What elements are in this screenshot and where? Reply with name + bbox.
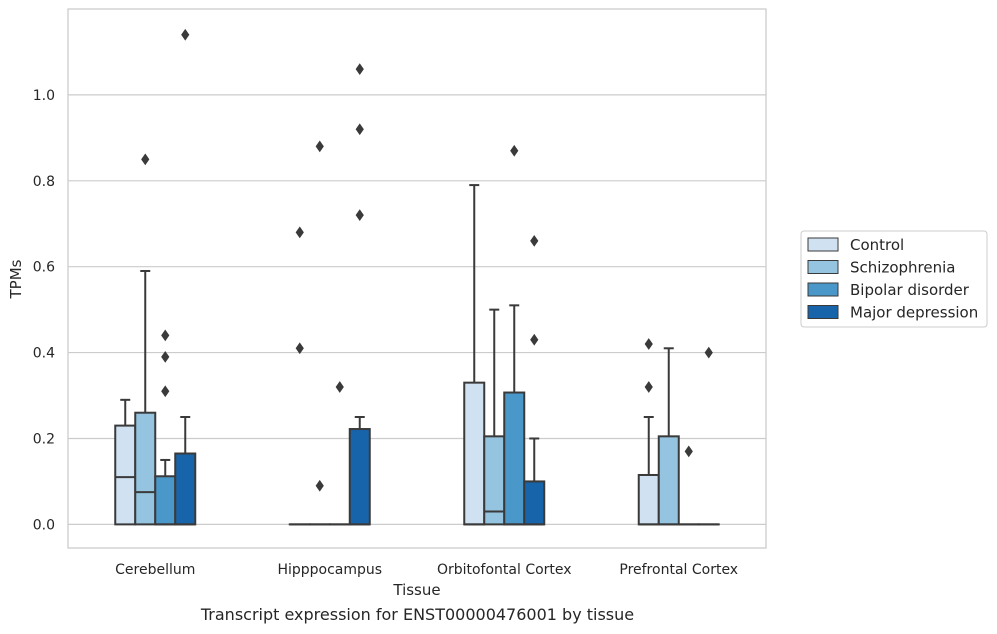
outlier-point bbox=[704, 346, 713, 359]
outlier-point bbox=[530, 235, 539, 247]
outlier-point bbox=[355, 209, 364, 222]
box-group bbox=[154, 329, 177, 526]
legend-label: Major depression bbox=[850, 304, 978, 322]
box-group bbox=[483, 308, 506, 526]
legend-swatch bbox=[807, 305, 839, 319]
box bbox=[463, 381, 486, 526]
legend-label: Control bbox=[850, 236, 904, 254]
box-group bbox=[328, 381, 351, 526]
y-tick-labels: 0.0 0.2 0.4 0.6 0.8 1.0 bbox=[33, 88, 55, 533]
box bbox=[348, 428, 371, 526]
legend-label: Schizophrenia bbox=[850, 259, 955, 277]
box bbox=[523, 480, 546, 526]
y-tick-label: 0.4 bbox=[33, 346, 55, 362]
box-group bbox=[463, 184, 486, 526]
outlier-point bbox=[161, 385, 170, 398]
y-tick-label: 0.8 bbox=[33, 174, 55, 190]
box-group bbox=[114, 398, 137, 526]
outlier-point bbox=[295, 226, 304, 239]
legend-swatch bbox=[807, 260, 839, 274]
y-tick-label: 0.0 bbox=[33, 517, 55, 533]
x-tick-labels: Cerebellum Hipppocampus Orbitofontal Corte… bbox=[115, 562, 738, 578]
y-tick-label: 1.0 bbox=[33, 88, 55, 104]
box bbox=[657, 435, 680, 526]
legend: Control Schizophrenia Bipolar disorder Majo… bbox=[800, 230, 988, 328]
outlier-point bbox=[530, 333, 539, 346]
figure-caption: Transcript expression for ENST0000047600… bbox=[200, 605, 635, 624]
box-group bbox=[288, 226, 311, 526]
outlier-point bbox=[161, 329, 170, 342]
outlier-point bbox=[181, 28, 190, 41]
legend-frame bbox=[800, 230, 988, 328]
outlier-point bbox=[355, 123, 364, 136]
x-tick-label: Hipppocampus bbox=[277, 562, 382, 578]
boxes bbox=[114, 28, 720, 526]
y-tick-label: 0.2 bbox=[33, 431, 55, 447]
outlier-point bbox=[161, 351, 170, 363]
legend-swatch bbox=[807, 237, 839, 252]
outlier-point bbox=[315, 479, 324, 492]
x-tick-label: Prefrontal Cortex bbox=[619, 562, 738, 578]
outlier-point bbox=[644, 338, 653, 350]
outlier-point bbox=[644, 381, 653, 393]
outlier-point bbox=[141, 153, 150, 166]
box-group bbox=[677, 445, 700, 526]
outlier-point bbox=[295, 342, 304, 355]
box-group bbox=[503, 144, 526, 526]
box-group bbox=[637, 338, 660, 526]
box bbox=[114, 424, 137, 526]
box bbox=[637, 473, 660, 526]
box-group bbox=[697, 346, 720, 526]
y-tick-label: 0.6 bbox=[33, 260, 55, 276]
box bbox=[154, 475, 177, 526]
outlier-point bbox=[315, 140, 324, 153]
legend-label: Bipolar disorder bbox=[850, 281, 970, 299]
box bbox=[134, 411, 157, 526]
outlier-point bbox=[510, 144, 519, 157]
x-axis-label: Tissue bbox=[392, 581, 440, 599]
box-group bbox=[523, 235, 546, 526]
box bbox=[503, 391, 526, 526]
box-group bbox=[348, 63, 371, 526]
box-group bbox=[134, 153, 157, 526]
box-group bbox=[174, 28, 197, 526]
outlier-point bbox=[335, 381, 344, 393]
y-axis-label: TPMs bbox=[7, 259, 25, 299]
x-tick-label: Orbitofontal Cortex bbox=[437, 562, 572, 578]
box-group bbox=[308, 140, 331, 526]
outlier-point bbox=[684, 445, 693, 458]
legend-swatch bbox=[807, 282, 839, 297]
outlier-point bbox=[355, 63, 364, 75]
plot-frame bbox=[67, 8, 767, 549]
box-group bbox=[657, 347, 680, 526]
box bbox=[174, 452, 197, 526]
x-tick-label: Cerebellum bbox=[115, 562, 195, 578]
